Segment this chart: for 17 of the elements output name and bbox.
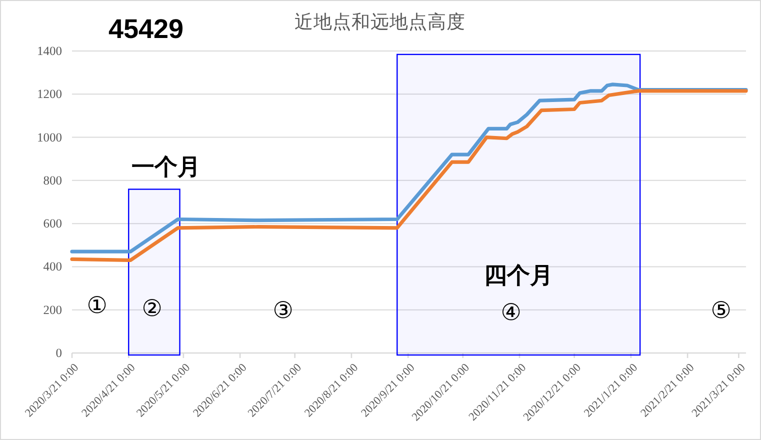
- annotation: ①: [86, 292, 108, 318]
- y-tick-label: 1400: [37, 44, 62, 58]
- annotation: ④: [500, 299, 522, 325]
- y-tick-label: 0: [56, 346, 62, 360]
- y-tick-label: 1000: [37, 130, 62, 144]
- text: 45429: [108, 14, 184, 44]
- annotation: ②: [142, 295, 162, 321]
- y-tick-label: 200: [43, 302, 62, 317]
- band-label: 一个月: [132, 153, 201, 180]
- y-tick-label: 1200: [37, 87, 62, 102]
- annotation: ⑤: [710, 297, 732, 323]
- y-tick-label: 600: [43, 216, 62, 231]
- y-tick-label: 400: [43, 260, 62, 274]
- y-tick-label: 800: [43, 173, 62, 188]
- annotation: ③: [272, 297, 294, 323]
- chart-title: 近地点和远地点高度: [294, 11, 466, 33]
- band-label: 四个月: [484, 262, 554, 288]
